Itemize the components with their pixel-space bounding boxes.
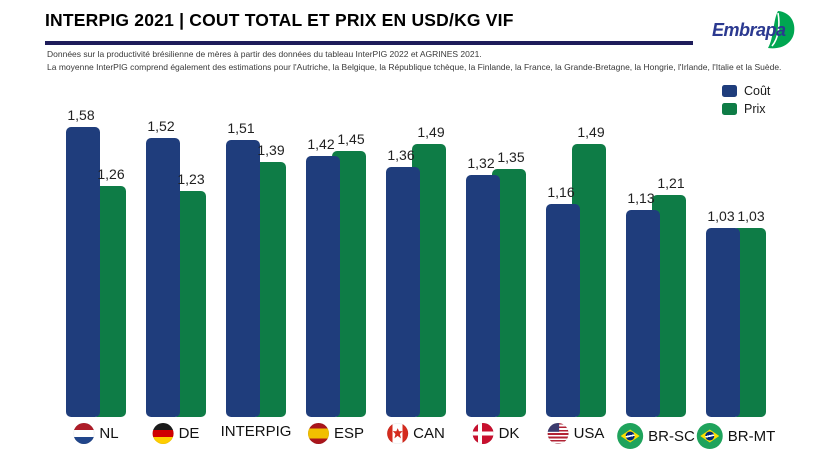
cout-bar-interpig — [226, 139, 260, 417]
x-axis-label-br-mt: BR-MT — [696, 423, 776, 449]
prix-value-label-dk: 1,35 — [497, 149, 525, 166]
legend-label-prix: Prix — [744, 102, 766, 116]
legend-item-prix: Prix — [722, 102, 770, 116]
nl-flag-icon — [73, 423, 95, 444]
embrapa-leaf-icon — [768, 11, 795, 49]
cout-value-label-usa: 1,16 — [547, 184, 575, 201]
embrapa-logo-text: Embrapa — [712, 20, 786, 40]
bar-group-usa: 1,16 1,49 USA — [546, 105, 606, 444]
subtitle-line-1: Données sur la productivité brésilienne … — [47, 49, 482, 59]
page-title: INTERPIG 2021 | COUT TOTAL ET PRIX EN US… — [45, 10, 514, 30]
bar-chart: 1,58 1,26 NL 1,52 1,23 DE 1,51 1,39 INTERPIG 1,42… — [66, 105, 775, 449]
prix-value-label-de: 1,23 — [177, 171, 205, 188]
maple-leaf-icon — [392, 428, 403, 439]
category-label-br-mt: BR-MT — [727, 427, 776, 445]
bar-group-br-sc: 1,13 1,21 BR-SC — [617, 105, 695, 449]
cout-value-label-can: 1,36 — [387, 147, 415, 164]
bar-group-interpig: 1,51 1,39 INTERPIG — [221, 105, 292, 440]
x-axis-label-br-sc: BR-SC — [617, 423, 695, 449]
cout-value-label-dk: 1,32 — [467, 154, 495, 171]
x-axis-label-esp: ESP — [307, 423, 365, 444]
cout-value-label-esp: 1,42 — [307, 136, 335, 153]
cout-bar-can — [386, 167, 420, 417]
bar-group-can: 1,36 1,49 CAN — [386, 105, 446, 444]
cout-bar-br-mt — [706, 227, 740, 417]
category-label-esp: ESP — [333, 425, 365, 442]
cout-value-label-de: 1,52 — [147, 118, 175, 135]
cout-bar-de — [146, 138, 180, 417]
cout-swatch-icon — [722, 85, 737, 97]
category-label-can: CAN — [413, 425, 445, 442]
subtitle-line-2: La moyenne InterPIG comprend également d… — [47, 62, 782, 72]
x-axis-label-can: CAN — [387, 423, 445, 444]
category-label-nl: NL — [99, 425, 119, 442]
category-label-usa: USA — [573, 425, 605, 442]
prix-value-label-interpig: 1,39 — [257, 141, 285, 158]
brazil-globe-icon — [625, 431, 635, 441]
prix-value-label-can: 1,49 — [417, 123, 445, 140]
x-axis-label-usa: USA — [547, 423, 605, 444]
x-axis-label-nl: NL — [73, 423, 119, 444]
chart-legend: Coût Prix — [722, 84, 770, 116]
cout-bar-nl — [66, 127, 100, 417]
prix-value-label-esp: 1,45 — [337, 130, 365, 147]
de-flag-icon — [152, 423, 174, 444]
x-axis-label-de: DE — [152, 423, 200, 444]
category-label-de: DE — [178, 425, 200, 442]
us-flag-icon — [547, 423, 569, 444]
cout-bar-usa — [546, 204, 580, 417]
category-label-interpig: INTERPIG — [220, 423, 292, 440]
dk-flag-icon — [472, 423, 494, 444]
bar-group-de: 1,52 1,23 DE — [146, 105, 206, 444]
prix-value-label-nl: 1,26 — [97, 165, 125, 182]
x-axis-label-interpig: INTERPIG — [221, 423, 292, 440]
category-label-dk: DK — [498, 425, 520, 442]
bar-group-dk: 1,32 1,35 DK — [466, 105, 526, 444]
brazil-globe-icon — [705, 431, 715, 441]
cout-value-label-interpig: 1,51 — [227, 119, 255, 136]
embrapa-logo: Embrapa — [712, 11, 812, 50]
ca-flag-icon — [387, 423, 409, 444]
prix-value-label-usa: 1,49 — [577, 123, 605, 140]
category-label-br-sc: BR-SC — [648, 427, 695, 445]
prix-value-label-br-mt: 1,03 — [737, 207, 765, 224]
x-axis-label-dk: DK — [472, 423, 520, 444]
bar-group-br-mt: 1,03 1,03 BR-MT — [696, 105, 775, 449]
cout-bar-dk — [466, 174, 500, 417]
cout-value-label-nl: 1,58 — [67, 107, 95, 124]
legend-label-cout: Coût — [744, 84, 771, 98]
es-flag-icon — [307, 423, 329, 444]
br-flag-icon — [696, 423, 723, 449]
cout-bar-esp — [306, 156, 340, 417]
br-flag-icon — [617, 423, 644, 449]
cout-value-label-br-sc: 1,13 — [627, 189, 655, 206]
bar-group-nl: 1,58 1,26 NL — [66, 105, 126, 444]
title-divider — [45, 41, 693, 45]
cout-value-label-br-mt: 1,03 — [707, 207, 735, 224]
cout-bar-br-sc — [626, 209, 660, 417]
prix-value-label-br-sc: 1,21 — [657, 174, 685, 191]
prix-swatch-icon — [722, 103, 737, 115]
legend-item-cout: Coût — [722, 84, 770, 98]
bar-group-esp: 1,42 1,45 ESP — [306, 105, 366, 444]
